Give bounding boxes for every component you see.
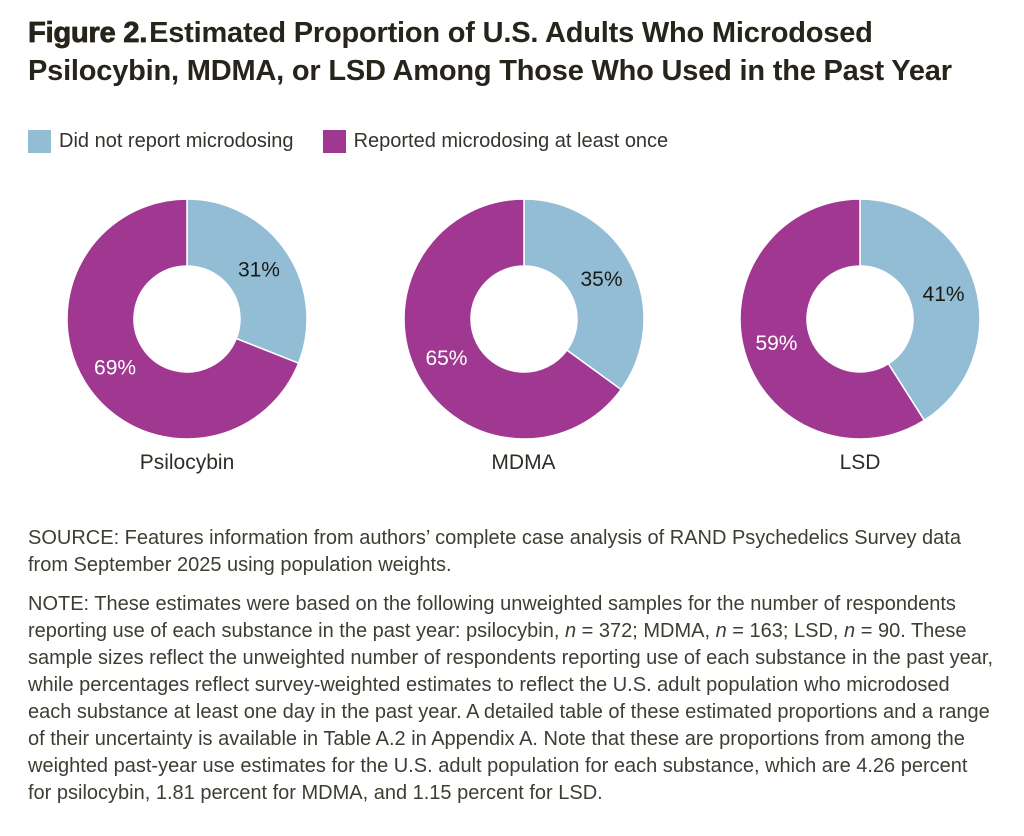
source-note: SOURCE: Features information from author…	[28, 527, 961, 576]
chart-category-lsd: LSD	[839, 451, 881, 474]
figure-number-label: Figure 2.	[28, 17, 148, 50]
figure-title: Figure 2.Estimated Proportion of U.S. Ad…	[28, 14, 994, 90]
donut-charts-row: 31% 69% Psilocybin 35% 65% MDMA 41% 59% LSD	[28, 197, 994, 475]
donut-slice-reported	[66, 198, 300, 440]
legend-swatch-blue	[28, 130, 51, 153]
note-italic-n: n	[844, 620, 856, 642]
donut-svg-mdma: 35% 65%	[402, 198, 645, 440]
figure-title-text: Estimated Proportion of U.S. Adults Who …	[28, 17, 952, 87]
slice-percent-label: 31%	[238, 259, 280, 282]
chart-legend: Did not report microdosing Reported micr…	[28, 130, 994, 153]
legend-label-did-not-report: Did not report microdosing	[59, 130, 294, 152]
note-text-segment: = 90. These sample sizes reflect the unw…	[28, 620, 994, 804]
donut-slice-reported	[402, 198, 622, 440]
donut-slice-reported	[739, 198, 926, 440]
note-italic-n: n	[715, 620, 727, 642]
chart-category-psilocybin: Psilocybin	[139, 451, 235, 474]
slice-percent-label: 69%	[94, 356, 136, 379]
note-text-segment: = 163; LSD,	[726, 620, 845, 642]
note-text-segment: NOTE: These estimates were based on the …	[28, 593, 956, 642]
legend-item-reported: Reported microdosing at least once	[322, 130, 669, 153]
donut-slice-did-not-report	[186, 198, 308, 365]
donut-chart-psilocybin: 31% 69% Psilocybin	[55, 197, 319, 475]
legend-label-reported: Reported microdosing at least once	[353, 130, 669, 152]
slice-percent-label: 35%	[580, 268, 622, 291]
donut-chart-mdma: 35% 65% MDMA	[392, 197, 656, 475]
legend-item-did-not-report: Did not report microdosing	[28, 130, 294, 153]
donut-lsd: 41% 59%	[728, 197, 992, 443]
figure-note: NOTE: These estimates were based on the …	[28, 591, 994, 807]
donut-svg-psilocybin: 31% 69%	[66, 198, 308, 440]
chart-category-mdma: MDMA	[491, 451, 556, 474]
donut-chart-lsd: 41% 59% LSD	[728, 197, 992, 475]
slice-percent-label: 65%	[425, 347, 467, 370]
slice-percent-label: 59%	[755, 332, 797, 355]
note-text-segment: = 372; MDMA,	[576, 620, 716, 642]
donut-psilocybin: 31% 69%	[55, 197, 319, 443]
legend-swatch-purple	[322, 130, 346, 153]
slice-percent-label: 41%	[923, 283, 965, 306]
donut-svg-lsd: 41% 59%	[739, 198, 981, 440]
donut-slice-did-not-report	[522, 198, 645, 391]
note-italic-n: n	[564, 620, 577, 642]
donut-mdma: 35% 65%	[392, 197, 656, 443]
